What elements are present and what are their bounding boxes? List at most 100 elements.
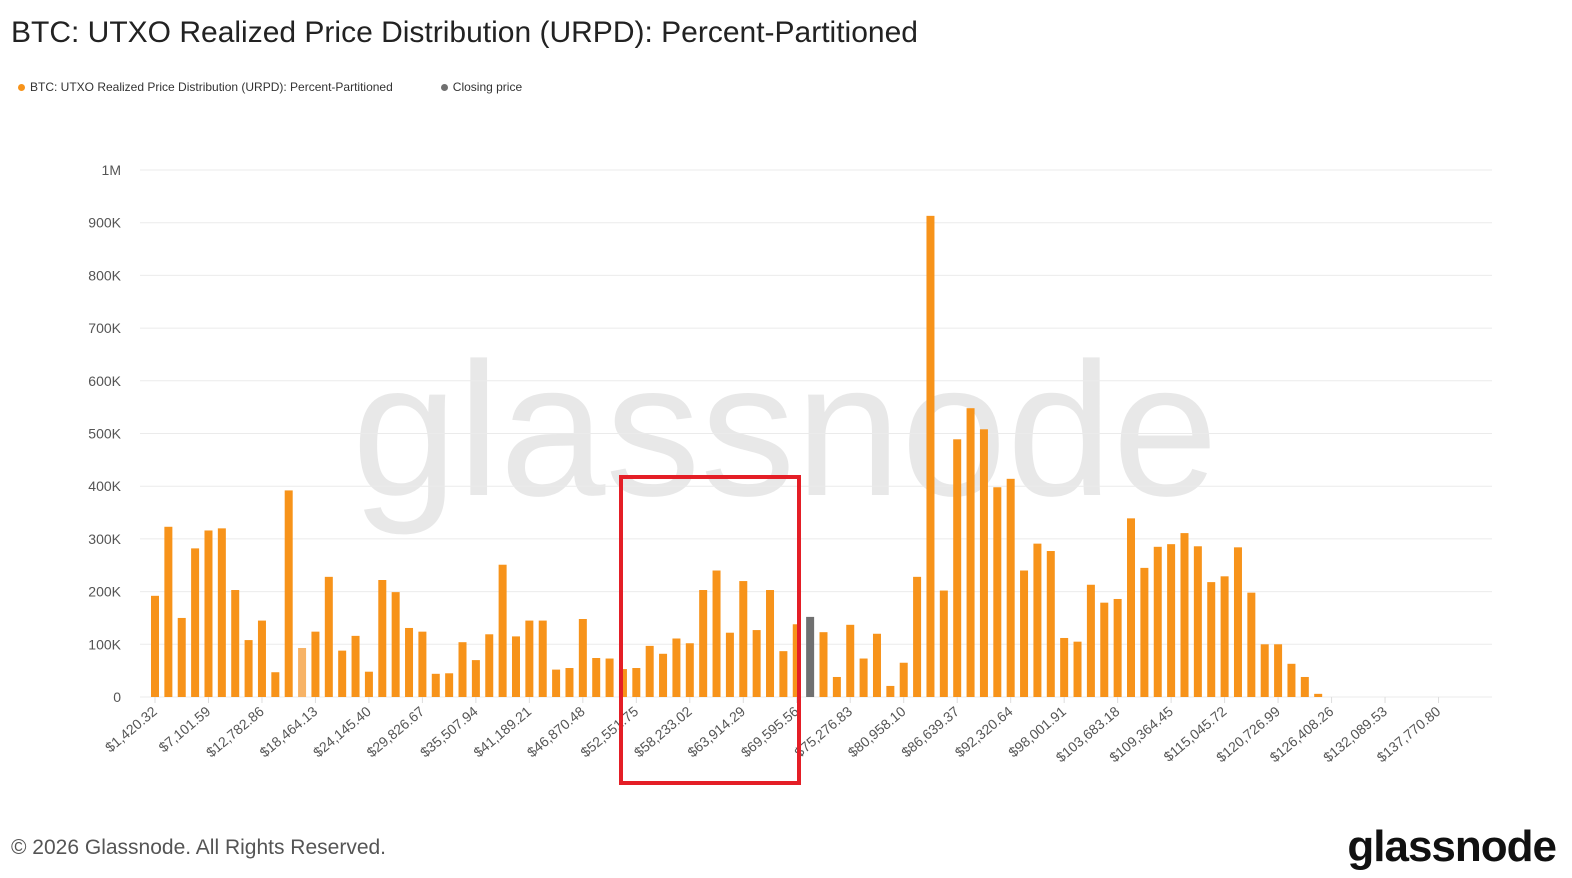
y-tick-label: 0 <box>113 689 121 705</box>
legend-item-closing-price[interactable]: Closing price <box>440 80 522 94</box>
glassnode-logo: glassnode <box>1347 822 1557 871</box>
bar <box>1060 637 1069 697</box>
bar <box>939 590 948 697</box>
bar <box>511 636 520 697</box>
bar <box>1300 676 1309 697</box>
bar <box>177 617 186 697</box>
bar <box>485 634 494 697</box>
bar <box>605 658 614 697</box>
x-tick-label: $41,189.21 <box>470 703 534 760</box>
x-tick-label: $35,507.94 <box>417 703 481 760</box>
bar <box>1193 546 1202 697</box>
x-tick-label: $12,782.86 <box>203 703 267 760</box>
x-tick-label: $86,639.37 <box>898 703 962 760</box>
bar <box>191 548 200 697</box>
bar <box>204 530 213 697</box>
bar <box>351 635 360 697</box>
bar <box>1207 582 1216 697</box>
bar <box>993 487 1002 697</box>
bar <box>806 616 815 697</box>
x-tick-label: $1,420.32 <box>102 703 160 755</box>
bar <box>685 643 694 697</box>
bar <box>672 638 681 697</box>
legend: BTC: UTXO Realized Price Distribution (U… <box>18 80 522 94</box>
bar <box>298 647 307 697</box>
bar <box>792 624 801 697</box>
bar <box>231 590 240 697</box>
bar <box>471 660 480 697</box>
bar <box>953 439 962 697</box>
bar <box>752 630 761 697</box>
x-tick-label: $46,870.48 <box>524 703 588 760</box>
x-tick-label: $63,914.29 <box>684 703 748 760</box>
chart-title: BTC: UTXO Realized Price Distribution (U… <box>11 16 918 49</box>
bar <box>458 642 467 697</box>
bar <box>338 650 347 697</box>
bar <box>1274 644 1283 697</box>
bar <box>1153 546 1162 697</box>
bar <box>926 215 935 697</box>
highlight-box <box>619 475 801 785</box>
x-tick-label: $18,464.13 <box>256 703 320 760</box>
watermark: glassnode <box>352 324 1218 536</box>
bar <box>779 651 788 697</box>
bar <box>378 580 387 697</box>
bar <box>1086 584 1095 697</box>
bar <box>431 673 440 697</box>
bar <box>1167 544 1176 697</box>
bar <box>699 590 708 697</box>
bar <box>1260 644 1269 697</box>
bar <box>1020 570 1029 697</box>
bar <box>592 658 601 697</box>
bar <box>1127 518 1136 697</box>
bar <box>445 673 454 697</box>
bar <box>766 590 775 697</box>
bar <box>1233 547 1242 697</box>
bar <box>645 645 654 697</box>
bar <box>324 576 333 697</box>
legend-label: BTC: UTXO Realized Price Distribution (U… <box>30 80 393 94</box>
bar <box>552 669 561 697</box>
bar <box>391 592 400 697</box>
bar <box>1140 567 1149 697</box>
legend-item-urpd[interactable]: BTC: UTXO Realized Price Distribution (U… <box>18 80 393 94</box>
bar <box>151 595 159 697</box>
bar <box>1220 576 1229 697</box>
bar <box>164 526 173 697</box>
bar <box>1033 543 1042 697</box>
bar <box>1314 693 1323 697</box>
y-tick-label: 200K <box>88 584 121 600</box>
bar <box>659 653 668 697</box>
bar <box>712 570 721 697</box>
bar <box>1180 533 1189 697</box>
copyright: © 2026 Glassnode. All Rights Reserved. <box>11 836 387 859</box>
bar <box>1046 551 1055 697</box>
y-tick-label: 100K <box>88 636 121 652</box>
x-tick-label: $58,233.02 <box>631 703 695 760</box>
bar <box>832 676 841 697</box>
bar <box>1073 641 1082 697</box>
bar <box>271 672 280 697</box>
bar <box>725 632 734 697</box>
bar <box>1006 478 1015 697</box>
bar <box>1113 598 1122 697</box>
bar <box>966 408 975 697</box>
bar <box>525 620 534 697</box>
bar <box>364 671 373 697</box>
bar <box>899 662 908 697</box>
bar <box>1287 663 1296 697</box>
bar <box>311 631 320 697</box>
y-tick-label: 700K <box>88 320 121 336</box>
bar <box>217 528 226 697</box>
bar <box>538 620 547 697</box>
bar <box>498 564 507 697</box>
x-tick-label: $80,958.10 <box>845 703 909 760</box>
bar <box>257 620 266 697</box>
y-tick-label: 1M <box>102 162 121 178</box>
bar <box>405 627 414 697</box>
x-tick-label: $24,145.40 <box>310 703 374 760</box>
bar <box>1247 592 1256 697</box>
x-tick-label: $69,595.56 <box>738 703 802 760</box>
